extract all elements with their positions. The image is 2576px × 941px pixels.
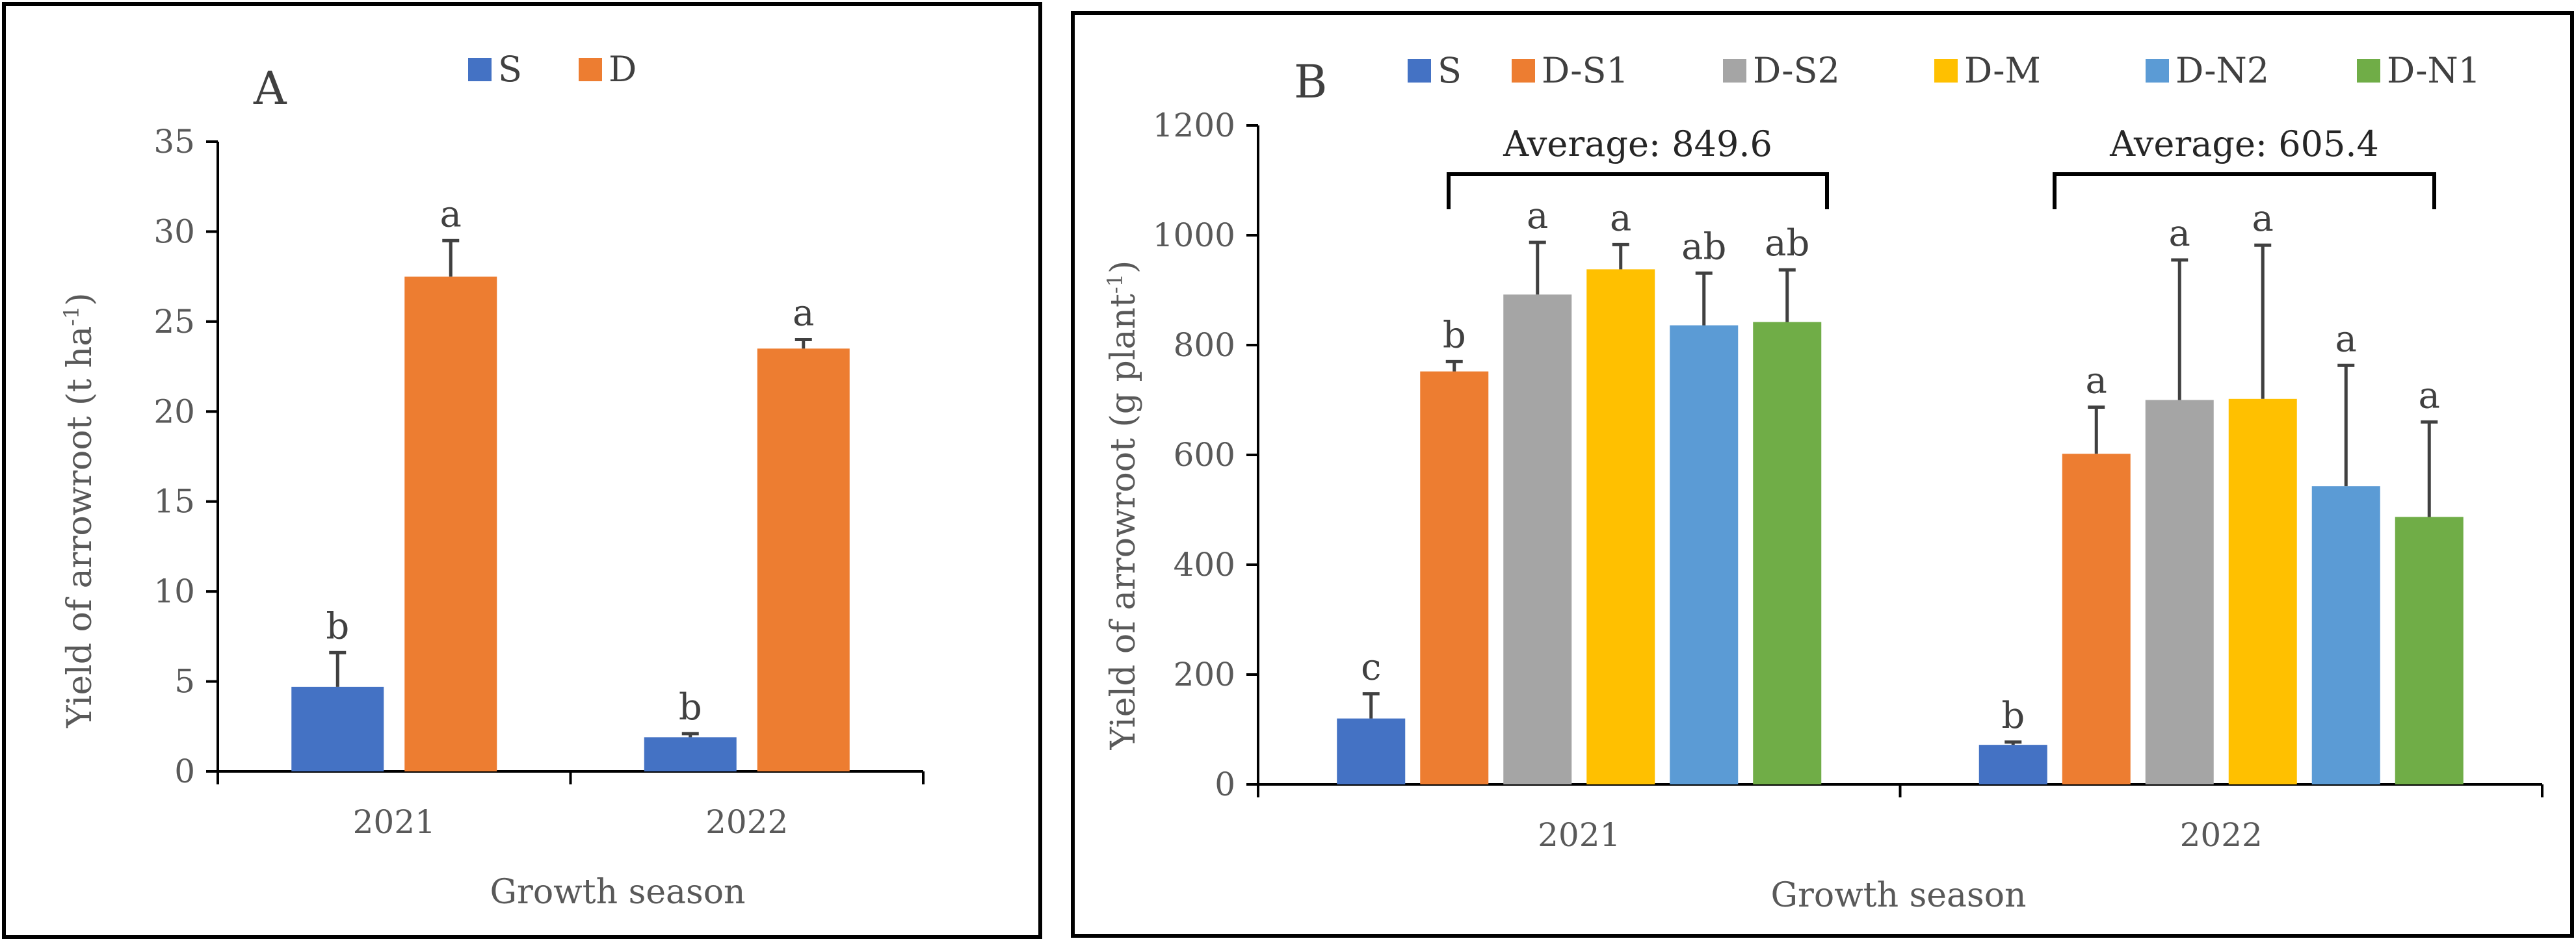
panel-b-plot: 0 200 400 600 800 1000 1200 2021 c b a a ab ab 2022 b a a… [1153, 107, 2543, 854]
panel-b-legend-swatch [1723, 59, 1746, 83]
panel-b-legend: S D-S1 D-S2 D-M D-N2 D-N1 [1408, 50, 2480, 91]
panel-b-y-tick-label: 800 [1174, 326, 1235, 364]
panel-b: B S D-S1 D-S2 D-M D-N2 D-N1 0 200 400 600 800 1000… [1071, 11, 2574, 938]
panel-a-significance-label: a [440, 193, 462, 235]
panel-b-bar [2228, 398, 2297, 784]
panel-b-average-label: Average: 605.4 [2109, 123, 2379, 164]
panel-b-bar [1337, 718, 1406, 784]
panel-b-legend-label: D-M [1964, 50, 2041, 91]
panel-b-bar [1586, 269, 1655, 784]
panel-b-average-label: Average: 849.6 [1503, 123, 1772, 164]
panel-b-y-tick-label: 1200 [1153, 107, 1235, 144]
panel-b-y-tick-label: 1000 [1153, 216, 1235, 254]
panel-a-legend-swatch [468, 58, 492, 81]
panel-b-label: B [1294, 55, 1327, 109]
panel-b-y-tick-label: 400 [1174, 546, 1235, 584]
panel-a-plot: 0 5 10 15 20 25 30 35 2021 b a 2022 b a [153, 123, 925, 841]
panel-a-legend-swatch [579, 58, 602, 81]
panel-b-x-axis-title: Growth season [1770, 876, 2026, 915]
panel-b-legend-swatch [1408, 59, 1431, 83]
panel-b-legend-swatch [1512, 59, 1535, 83]
panel-a-x-tick-label: 2022 [705, 803, 788, 841]
panel-a-y-tick-label: 35 [153, 123, 195, 161]
panel-b-bar [1978, 745, 2047, 784]
panel-b-average-bracket [2053, 172, 2436, 209]
panel-a-bar [291, 686, 384, 771]
panel-b-legend-label: D-S2 [1753, 50, 1840, 91]
panel-b-bar [1670, 325, 1739, 785]
panel-a-legend-label: D [609, 49, 637, 90]
panel-b-significance-label: a [2169, 213, 2190, 255]
panel-b-y-tick-label: 600 [1174, 436, 1235, 474]
panel-b-bar [1503, 294, 1572, 784]
panel-b-legend-swatch [2357, 59, 2380, 83]
panel-b-y-axis-title: Yield of arrowroot (g plant-1) [1103, 261, 1143, 751]
panel-b-x-tick-label: 2021 [1538, 816, 1620, 854]
panel-b-significance-label: a [1610, 197, 1631, 239]
panel-b-significance-label: b [2001, 695, 2025, 737]
panel-b-bar [1753, 322, 1822, 784]
panel-a-bar [644, 737, 737, 771]
panel-a-y-tick-label: 30 [153, 213, 195, 250]
panel-b-bar [1420, 371, 1489, 784]
panel-b-bar [2395, 517, 2464, 784]
panel-a-y-tick-label: 5 [174, 663, 195, 701]
panel-a-significance-label: b [326, 605, 349, 647]
panel-a-frame [2, 2, 1042, 939]
panel-a-significance-label: a [793, 292, 814, 335]
panel-b-significance-label: a [1527, 195, 1548, 237]
panel-b-x-tick-label: 2022 [2180, 816, 2263, 854]
panel-a-significance-label: b [679, 686, 702, 728]
panel-b-legend-label: D-N1 [2387, 50, 2480, 91]
panel-b-significance-label: b [1443, 314, 1466, 356]
panel-a-y-tick-label: 25 [153, 303, 195, 341]
panel-b-significance-label: a [2335, 318, 2357, 360]
panel-b-bar [2145, 400, 2214, 784]
panel-a-bar [404, 276, 497, 772]
panel-b-bar [2062, 454, 2131, 784]
panel-b-legend-label: S [1438, 50, 1462, 91]
panel-a-x-tick-label: 2021 [353, 803, 436, 841]
panel-b-bar [2311, 486, 2380, 784]
panel-a-y-tick-label: 10 [153, 573, 195, 610]
panel-b-legend-label: D-N2 [2175, 50, 2269, 91]
panel-b-significance-label: ab [1681, 226, 1726, 268]
panel-b-y-tick-label: 200 [1174, 656, 1235, 693]
panel-b-significance-label: ab [1765, 222, 1809, 264]
panel-b-significance-label: a [2086, 359, 2107, 402]
panel-a-x-axis-title: Growth season [490, 873, 745, 912]
panel-a-legend-label: S [498, 49, 522, 90]
panel-b-legend-swatch [1934, 59, 1958, 83]
panel-b-legend-swatch [2146, 59, 2169, 83]
panel-a-y-tick-label: 0 [174, 753, 195, 790]
panel-a-y-tick-label: 15 [153, 483, 195, 521]
panel-b-average-bracket [1447, 172, 1829, 209]
panel-a-bar [757, 348, 850, 771]
panel-b-significance-label: c [1361, 647, 1381, 689]
panel-a-y-axis-title: Yield of arrowroot (t ha-1) [59, 292, 99, 728]
panel-b-significance-label: a [2419, 374, 2440, 417]
panel-b-y-tick-label: 0 [1215, 766, 1235, 803]
panel-b-significance-label: a [2252, 198, 2274, 240]
panel-b-legend-label: D-S1 [1542, 50, 1629, 91]
panel-a-label: A [253, 62, 287, 115]
panel-a-y-tick-label: 20 [153, 393, 195, 430]
